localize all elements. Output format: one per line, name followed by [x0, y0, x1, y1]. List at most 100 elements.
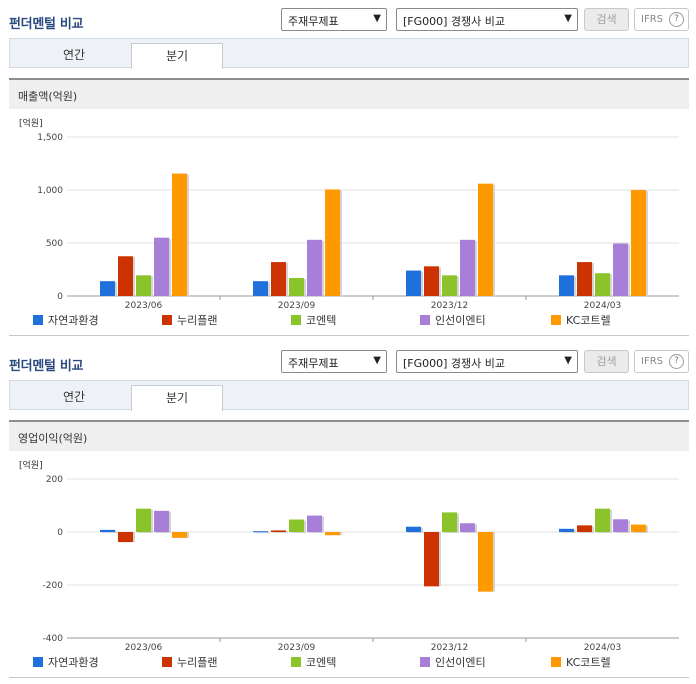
legend-item[interactable]: 누리플랜	[162, 312, 217, 328]
bar-인선이엔티-2023/06	[154, 237, 169, 296]
legend-label: 인선이엔티	[435, 656, 486, 669]
panel-header: 펀더멘털 비교 주재무제표 ▼ [FG000] 경쟁사 비교 ▼ 검색 IFRS?	[0, 0, 696, 38]
statement-type-value: 주재무제표	[288, 357, 339, 370]
bar-누리플랜-2023/12	[424, 266, 439, 296]
legend-item[interactable]: KC코트렐	[551, 312, 611, 328]
chart-legend: 자연과환경 누리플랜 코엔텍 인선이엔티 KC코트렐	[9, 312, 689, 332]
section-header: 영업이익(억원)	[9, 420, 689, 451]
tab-annual[interactable]: 연간	[62, 390, 86, 404]
legend-swatch	[33, 315, 43, 325]
chevron-down-icon: ▼	[564, 13, 572, 24]
legend-item[interactable]: 자연과환경	[33, 312, 99, 328]
legend-label: 인선이엔티	[435, 314, 486, 327]
search-button[interactable]: 검색	[584, 350, 629, 373]
legend-item[interactable]: 코엔텍	[291, 654, 336, 670]
legend-swatch	[291, 657, 301, 667]
tab-quarterly[interactable]: 분기	[131, 385, 223, 411]
legend-item[interactable]: 인선이엔티	[420, 312, 486, 328]
y-tick-label: 500	[46, 239, 63, 249]
tab-quarterly[interactable]: 분기	[131, 43, 223, 69]
bar-인선이엔티-2023/09	[307, 239, 322, 296]
legend-swatch	[551, 657, 561, 667]
y-tick-label: -400	[43, 634, 64, 644]
legend-swatch	[420, 315, 430, 325]
period-tabs: 연간 분기	[9, 38, 689, 69]
help-icon[interactable]: ?	[669, 12, 684, 27]
chevron-down-icon: ▼	[564, 355, 572, 366]
y-tick-label: 200	[46, 475, 63, 485]
legend-item[interactable]: 자연과환경	[33, 654, 99, 670]
legend-label: 누리플랜	[177, 656, 218, 669]
x-tick-label: 2023/09	[278, 643, 316, 651]
statement-type-select[interactable]: 주재무제표 ▼	[281, 8, 387, 31]
bar-KC코트렐-2024/03	[631, 524, 646, 532]
legend-label: 코엔텍	[306, 656, 337, 669]
help-icon[interactable]: ?	[669, 354, 684, 369]
bar-KC코트렐-2024/03	[631, 190, 646, 296]
panel-title: 펀더멘털 비교	[9, 359, 84, 374]
x-tick-label: 2024/03	[584, 301, 621, 309]
divider	[9, 677, 689, 678]
legend-swatch	[162, 315, 172, 325]
bar-인선이엔티-2023/12	[460, 239, 475, 296]
unit-label: [억원]	[19, 117, 43, 129]
x-tick-label: 2023/12	[431, 643, 468, 651]
statement-type-select[interactable]: 주재무제표 ▼	[281, 350, 387, 373]
bar-인선이엔티-2024/03	[613, 519, 628, 532]
bar-인선이엔티-2023/09	[307, 515, 322, 532]
bar-자연과환경-2023/09	[253, 281, 268, 296]
legend-item[interactable]: 누리플랜	[162, 654, 217, 670]
x-tick-label: 2024/03	[584, 643, 621, 651]
bar-코엔텍-2023/12	[442, 275, 457, 296]
fundamental-panel-revenue: 펀더멘털 비교 주재무제표 ▼ [FG000] 경쟁사 비교 ▼ 검색 IFRS? …	[0, 0, 696, 336]
chevron-down-icon: ▼	[373, 355, 381, 366]
bar-코엔텍-2024/03	[595, 273, 610, 296]
bar-자연과환경-2023/12	[406, 526, 421, 532]
bar-KC코트렐-2023/12	[478, 183, 493, 296]
x-tick-label: 2023/09	[278, 301, 316, 309]
ifrs-button[interactable]: IFRS?	[634, 8, 689, 31]
bar-인선이엔티-2023/06	[154, 510, 169, 532]
peer-group-value: [FG000] 경쟁사 비교	[403, 15, 506, 28]
unit-label: [억원]	[19, 459, 43, 471]
legend-label: KC코트렐	[566, 314, 611, 327]
ifrs-label: IFRS	[641, 14, 663, 25]
bar-코엔텍-2023/06	[136, 275, 151, 296]
legend-item[interactable]: 인선이엔티	[420, 654, 486, 670]
bar-누리플랜-2024/03	[577, 525, 592, 532]
chart-legend: 자연과환경 누리플랜 코엔텍 인선이엔티 KC코트렐	[9, 654, 689, 674]
panel-header: 펀더멘털 비교 주재무제표 ▼ [FG000] 경쟁사 비교 ▼ 검색 IFRS?	[0, 342, 696, 380]
bar-자연과환경-2024/03	[559, 275, 574, 296]
bar-자연과환경-2023/12	[406, 270, 421, 296]
bar-KC코트렐-2023/09	[325, 189, 340, 296]
legend-label: 자연과환경	[48, 656, 99, 669]
legend-label: 자연과환경	[48, 314, 99, 327]
bar-코엔텍-2023/12	[442, 512, 457, 532]
tab-annual[interactable]: 연간	[62, 48, 86, 62]
bar-누리플랜-2023/09	[271, 262, 286, 296]
legend-item[interactable]: 코엔텍	[291, 312, 336, 328]
revenue-bar-chart: [억원] 0 500 1,000 1,500 2023/06 2023/09 2023/12 2…	[19, 117, 679, 309]
legend-swatch	[162, 657, 172, 667]
y-tick-label: 0	[57, 292, 63, 302]
search-button[interactable]: 검색	[584, 8, 629, 31]
y-tick-label: -200	[43, 581, 64, 591]
legend-item[interactable]: KC코트렐	[551, 654, 611, 670]
operating-income-bar-chart: [억원] -400 -200 0 200 2023/06 2023/09 2023/12 202…	[19, 459, 679, 651]
x-tick-label: 2023/06	[125, 301, 163, 309]
bar-코엔텍-2023/09	[289, 519, 304, 532]
x-tick-label: 2023/12	[431, 301, 468, 309]
bar-누리플랜-2023/06	[118, 532, 133, 543]
peer-group-select[interactable]: [FG000] 경쟁사 비교 ▼	[396, 350, 578, 373]
peer-group-select[interactable]: [FG000] 경쟁사 비교 ▼	[396, 8, 578, 31]
bar-코엔텍-2023/09	[289, 277, 304, 296]
legend-label: 코엔텍	[306, 314, 337, 327]
bar-누리플랜-2023/09	[271, 530, 286, 532]
ifrs-button[interactable]: IFRS?	[634, 350, 689, 373]
bar-코엔텍-2024/03	[595, 508, 610, 532]
legend-swatch	[551, 315, 561, 325]
bar-자연과환경-2023/09	[253, 531, 268, 533]
legend-swatch	[33, 657, 43, 667]
statement-type-value: 주재무제표	[288, 15, 339, 28]
y-tick-label: 0	[57, 528, 63, 538]
